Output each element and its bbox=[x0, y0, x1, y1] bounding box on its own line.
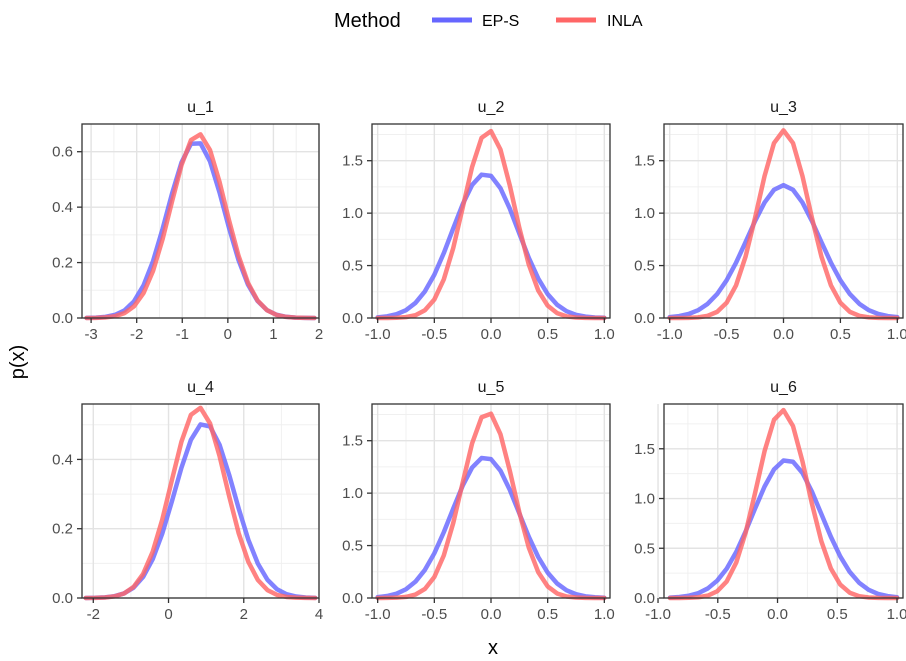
x-tick-label: 0.0 bbox=[481, 606, 502, 623]
y-tick-label: 0.0 bbox=[342, 590, 363, 607]
panel-border bbox=[81, 123, 320, 319]
x-tick-label: -1 bbox=[176, 326, 189, 343]
y-axis-title: p(x) bbox=[7, 345, 29, 379]
legend: Method EP-S INLA bbox=[334, 10, 643, 32]
x-tick-label: 1.0 bbox=[887, 606, 906, 623]
series-line-ep-s bbox=[667, 182, 900, 320]
panel-u-3: u_3 -1.0 -0.5 0.0 0.5 1.0 0.0 0.5 1.0 1.5 bbox=[634, 99, 906, 343]
panel-u-1: u_1 -3 -2 -1 0 1 2 0.0 0.2 0.4 0.6 bbox=[52, 99, 323, 343]
x-tick-label: -2 bbox=[87, 606, 100, 623]
y-tick-label: 0.4 bbox=[52, 451, 73, 468]
y-tick-label: 0.0 bbox=[52, 590, 73, 607]
y-tick-label: 1.0 bbox=[634, 205, 655, 222]
y-tick-label: 0.0 bbox=[342, 310, 363, 327]
panel-border bbox=[81, 403, 320, 599]
x-tick-label: 0.0 bbox=[773, 326, 794, 343]
x-tick-label: 0.5 bbox=[537, 326, 558, 343]
x-tick-label: -1.0 bbox=[645, 606, 671, 623]
x-tick-label: 0.0 bbox=[481, 326, 502, 343]
x-tick-label: 1.0 bbox=[594, 326, 615, 343]
y-tick-label: 0.5 bbox=[342, 538, 363, 555]
series-line-ep-s bbox=[83, 422, 318, 601]
y-tick-label: 0.5 bbox=[634, 258, 655, 275]
legend-label-ep-s: EP-S bbox=[482, 13, 519, 30]
x-tick-label: -2 bbox=[130, 326, 143, 343]
x-tick-label: 0 bbox=[224, 326, 232, 343]
x-tick-label: -0.5 bbox=[421, 606, 447, 623]
y-tick-label: 0.2 bbox=[52, 521, 73, 538]
legend-label-inla: INLA bbox=[607, 13, 643, 30]
y-tick-label: 0.0 bbox=[634, 310, 655, 327]
panels: u_1 -3 -2 -1 0 1 2 0.0 0.2 0.4 0.6 u_2 -1.0 -0.5 0.0 0.… bbox=[52, 99, 906, 623]
x-tick-label: 0.0 bbox=[767, 606, 788, 623]
x-tick-label: -1.0 bbox=[657, 326, 683, 343]
series-line-inla bbox=[83, 405, 318, 601]
x-tick-label: -0.5 bbox=[705, 606, 731, 623]
panel-u-2: u_2 -1.0 -0.5 0.0 0.5 1.0 0.0 0.5 1.0 1.5 bbox=[342, 99, 615, 343]
y-tick-label: 0.6 bbox=[52, 144, 73, 161]
series-line-inla bbox=[667, 407, 900, 601]
x-tick-label: -0.5 bbox=[421, 326, 447, 343]
y-tick-label: 1.5 bbox=[634, 153, 655, 170]
y-tick-label: 0.5 bbox=[342, 258, 363, 275]
x-tick-label: 1 bbox=[269, 326, 277, 343]
series-line-inla bbox=[84, 132, 317, 321]
panel-title: u_4 bbox=[187, 379, 214, 396]
panel-u-4: u_4 -2 0 2 4 0.0 0.2 0.4 bbox=[52, 379, 323, 623]
panel-title: u_5 bbox=[478, 379, 505, 396]
y-tick-label: 0.4 bbox=[52, 199, 73, 216]
x-tick-label: 1.0 bbox=[887, 326, 906, 343]
y-tick-label: 0.0 bbox=[634, 590, 655, 607]
panel-u-5: u_5 -1.0 -0.5 0.0 0.5 1.0 0.0 0.5 1.0 1.5 bbox=[342, 379, 615, 623]
x-tick-label: 4 bbox=[315, 606, 323, 623]
y-tick-label: 1.0 bbox=[634, 491, 655, 508]
panel-border bbox=[663, 403, 904, 599]
y-tick-label: 1.0 bbox=[342, 205, 363, 222]
series-line-ep-s bbox=[375, 172, 607, 321]
y-tick-label: 0.2 bbox=[52, 255, 73, 272]
y-tick-label: 0.5 bbox=[634, 540, 655, 557]
series-line-ep-s bbox=[667, 458, 900, 600]
panel-title: u_3 bbox=[770, 99, 797, 116]
y-tick-label: 1.5 bbox=[634, 441, 655, 458]
legend-title: Method bbox=[334, 10, 401, 32]
x-tick-label: 0.5 bbox=[827, 606, 848, 623]
series-line-inla bbox=[375, 128, 607, 321]
panel-u-6: u_6 -1.0 -0.5 0.0 0.5 1.0 0.0 0.5 1.0 1.5 bbox=[634, 379, 906, 623]
y-tick-label: 0.0 bbox=[52, 310, 73, 327]
x-tick-label: 1.0 bbox=[594, 606, 615, 623]
series-line-ep-s bbox=[375, 455, 607, 600]
x-tick-label: -0.5 bbox=[714, 326, 740, 343]
y-tick-label: 1.5 bbox=[342, 433, 363, 450]
x-tick-label: -1.0 bbox=[365, 606, 391, 623]
panel-title: u_2 bbox=[478, 99, 505, 116]
x-tick-label: 0.5 bbox=[830, 326, 851, 343]
series-line-inla bbox=[375, 411, 607, 601]
x-tick-label: 2 bbox=[315, 326, 323, 343]
y-tick-label: 1.0 bbox=[342, 485, 363, 502]
x-tick-label: -1.0 bbox=[365, 326, 391, 343]
series-line-inla bbox=[667, 128, 900, 321]
panel-title: u_6 bbox=[770, 379, 797, 396]
x-tick-label: -3 bbox=[84, 326, 97, 343]
x-tick-label: 2 bbox=[240, 606, 248, 623]
x-tick-label: 0.5 bbox=[537, 606, 558, 623]
x-tick-label: 0 bbox=[164, 606, 172, 623]
panel-title: u_1 bbox=[187, 99, 214, 116]
y-tick-label: 1.5 bbox=[342, 153, 363, 170]
series-line-ep-s bbox=[84, 141, 317, 321]
x-axis-title: x bbox=[488, 637, 498, 659]
